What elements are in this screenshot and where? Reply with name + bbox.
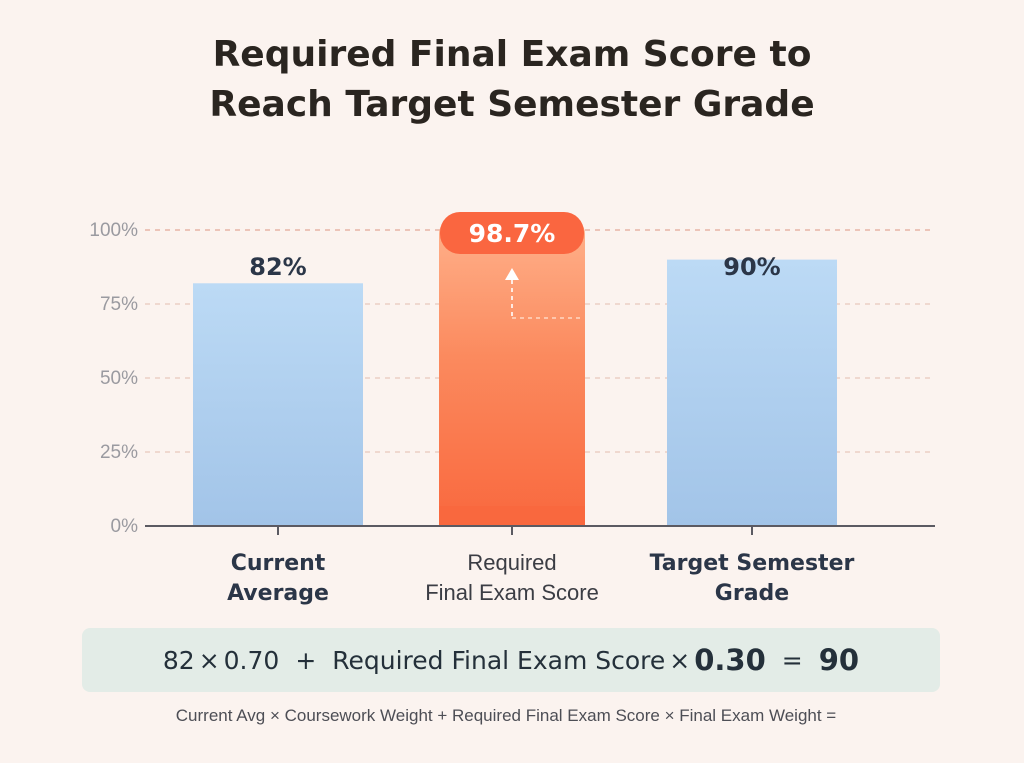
formula-weight-coursework: 0.70: [223, 645, 280, 675]
y-tick-label: 50%: [100, 368, 138, 389]
formula-result: 90: [818, 643, 860, 677]
category-label: Final Exam Score: [425, 580, 599, 605]
category-label: Average: [227, 581, 329, 606]
formula-times-2: ×: [669, 645, 691, 675]
y-tick-label: 100%: [89, 220, 138, 241]
y-tick-label: 25%: [100, 442, 138, 463]
bars: [193, 217, 837, 526]
category-label: Grade: [715, 581, 789, 606]
chart-title: Required Final Exam Score to Reach Targe…: [0, 30, 1024, 130]
formula-box: 82 × 0.70 + Required Final Exam Score × …: [82, 628, 940, 692]
arrow-up-icon: [505, 268, 519, 280]
labels: 98.7% 82% 90% Current Average Required Final E…: [227, 212, 855, 606]
value-label-highlight-bg: [440, 212, 584, 254]
bar-target-grade: [667, 259, 837, 526]
formula-times-1: ×: [198, 645, 220, 675]
formula-weight-final: 0.30: [694, 643, 766, 677]
y-tick-label: 0%: [111, 516, 139, 537]
category-label: Required: [467, 550, 556, 575]
bar-required-final-exam: [439, 217, 585, 526]
category-label: Target Semester: [650, 551, 855, 576]
formula-equals: =: [781, 645, 803, 675]
bar-current-average: [193, 283, 363, 526]
value-label-required: 98.7%: [469, 219, 556, 248]
chart-title-line-1: Required Final Exam Score to: [212, 34, 812, 75]
formula-footnote: Current Avg × Coursework Weight + Requir…: [175, 706, 837, 725]
category-label: Current: [231, 551, 326, 576]
formula-term-current: 82: [162, 645, 195, 675]
bar-required-final-exam-base: [439, 506, 585, 526]
y-tick-label: 75%: [100, 294, 138, 315]
chart-title-line-2: Reach Target Semester Grade: [209, 84, 815, 125]
axes: 0% 25% 50% 75% 100%: [89, 220, 935, 537]
value-label-target: 90%: [723, 253, 780, 281]
formula-term-required: Required Final Exam Score: [332, 645, 666, 675]
bar-chart: 0% 25% 50% 75% 100% 98.7% 82% 90% Current Averag…: [89, 212, 935, 606]
value-label-current: 82%: [249, 253, 306, 281]
formula-plus: +: [295, 645, 317, 675]
